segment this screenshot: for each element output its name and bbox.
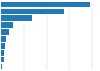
Bar [1,64,2,69]
Bar [1,50,4,56]
Bar [1,36,6,42]
Bar [1,43,5,49]
Bar [1,57,4,62]
Bar [1,2,90,7]
Bar [1,22,13,28]
Bar [1,29,9,35]
Bar [1,9,64,14]
Bar [1,15,32,21]
